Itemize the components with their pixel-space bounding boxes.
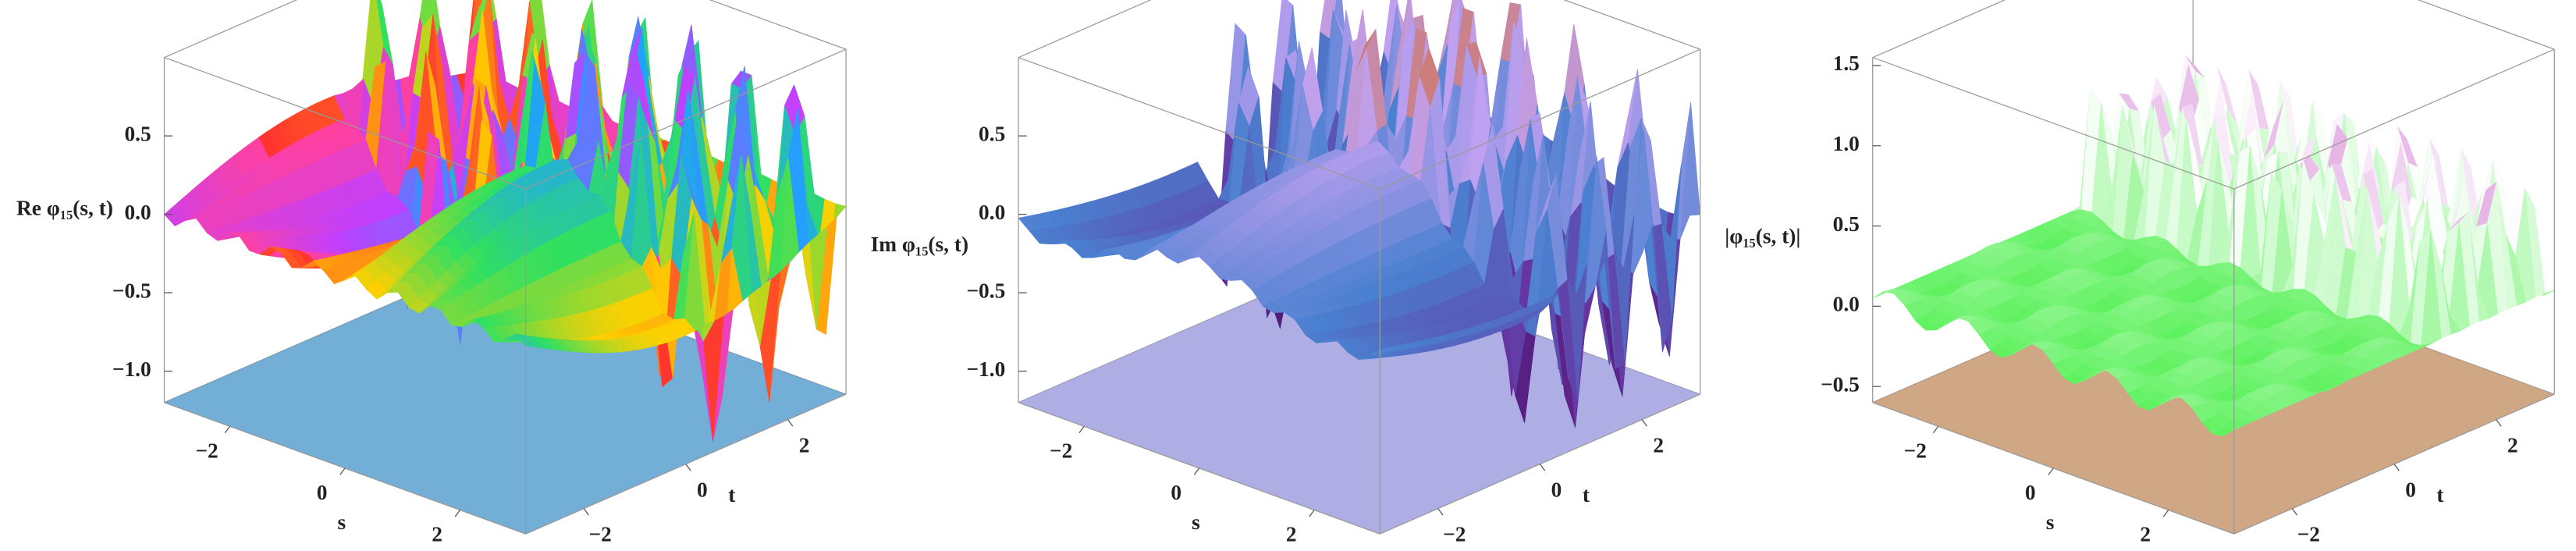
y-tick-label: 0 [2405,478,2416,502]
surface-patch [2223,425,2244,437]
base-plane [1018,262,1700,535]
x-tick-label: 2 [1286,523,1297,546]
surface-patch [1369,347,1390,355]
y-axis-label: t [728,483,735,507]
box-edge [709,0,847,50]
y-tick [2393,464,2400,471]
y-tick-label: −2 [589,523,612,546]
x-tick-label: −2 [195,439,218,462]
x-axis-label: s [1192,510,1200,534]
y-tick-label: 2 [2507,434,2518,457]
panel: −1.0 −0.5 0.0 0.5 −2 0 2 −2 0 2 s t Im φ₁₅(s, t) [871,0,1701,546]
x-tick [454,510,461,517]
y-tick-label: 2 [799,434,810,457]
x-tick [1078,425,1085,434]
box-edge [1379,48,1700,190]
box-edge [1563,0,1700,50]
y-tick-label: −2 [2297,523,2320,546]
z-tick-label: −1.0 [966,357,1005,381]
y-tick-label: 2 [1653,434,1664,457]
x-tick-label: 0 [2025,481,2036,504]
box-edge [164,57,526,190]
panel: −1.0 −0.5 0.0 0.5 −2 0 2 −2 0 2 s t Re φ₁₅(s, t) [16,0,847,546]
y-tick [787,419,794,427]
x-tick-label: −2 [1904,439,1927,462]
box-edge [2417,0,2555,50]
z-tick-label: 0.0 [979,201,1005,224]
x-tick-label: 0 [1171,481,1181,504]
z-tick-label: 0.5 [979,122,1005,145]
y-axis-label: t [1583,483,1590,507]
y-tick [1437,508,1444,516]
z-tick-label: 0.5 [124,122,151,145]
box-edge [2233,48,2555,190]
x-tick-label: 0 [317,481,328,504]
z-tick-label: 0.5 [1833,212,1860,236]
box-edge [1018,57,1380,190]
box-edge [1872,57,2235,190]
y-tick-label: 0 [697,478,708,502]
box-edge [525,48,847,190]
z-axis-label: |φ₁₅(s, t)| [1725,225,1800,248]
x-tick [1193,467,1200,475]
x-tick [224,425,231,434]
z-axis-label: Im φ₁₅(s, t) [871,233,968,256]
y-tick [2291,508,2298,516]
panel: −0.5 0.0 0.5 1.0 1.5 −2 0 2 −2 0 2 s t |φ₁₅(s, t)| [1725,0,2555,546]
surface-patch [514,333,536,348]
y-tick-label: 0 [1551,478,1562,502]
y-tick [1539,464,1546,471]
z-tick-label: −1.0 [112,357,151,381]
y-axis-label: t [2436,483,2443,507]
x-axis-label: s [338,510,346,534]
z-axis-label: Re φ₁₅(s, t) [16,197,113,220]
x-tick [2048,467,2054,475]
z-tick-label: 0.0 [124,201,151,224]
x-tick-label: 2 [432,523,442,546]
z-tick-label: −0.5 [966,279,1005,302]
z-tick-label: −0.5 [1821,372,1860,396]
z-tick-label: 0.0 [1833,293,1860,316]
y-tick [2496,419,2502,427]
y-tick [1641,419,1647,427]
z-tick-label: −0.5 [112,279,151,302]
x-axis-label: s [2046,510,2055,534]
y-tick [583,508,589,516]
base-plane [164,262,847,535]
x-tick [339,467,346,475]
y-tick-label: −2 [1443,523,1466,546]
x-tick [2162,510,2169,517]
box-edge [1872,0,2006,59]
box-edge [164,0,298,59]
x-tick-label: 2 [2140,523,2151,546]
z-tick-label: 1.0 [1833,132,1860,155]
x-tick [1932,425,1939,434]
y-tick [685,464,691,471]
x-tick [1309,510,1315,517]
box-edge [1018,0,1152,59]
z-tick-label: 1.5 [1833,52,1860,75]
x-tick-label: −2 [1050,439,1072,462]
